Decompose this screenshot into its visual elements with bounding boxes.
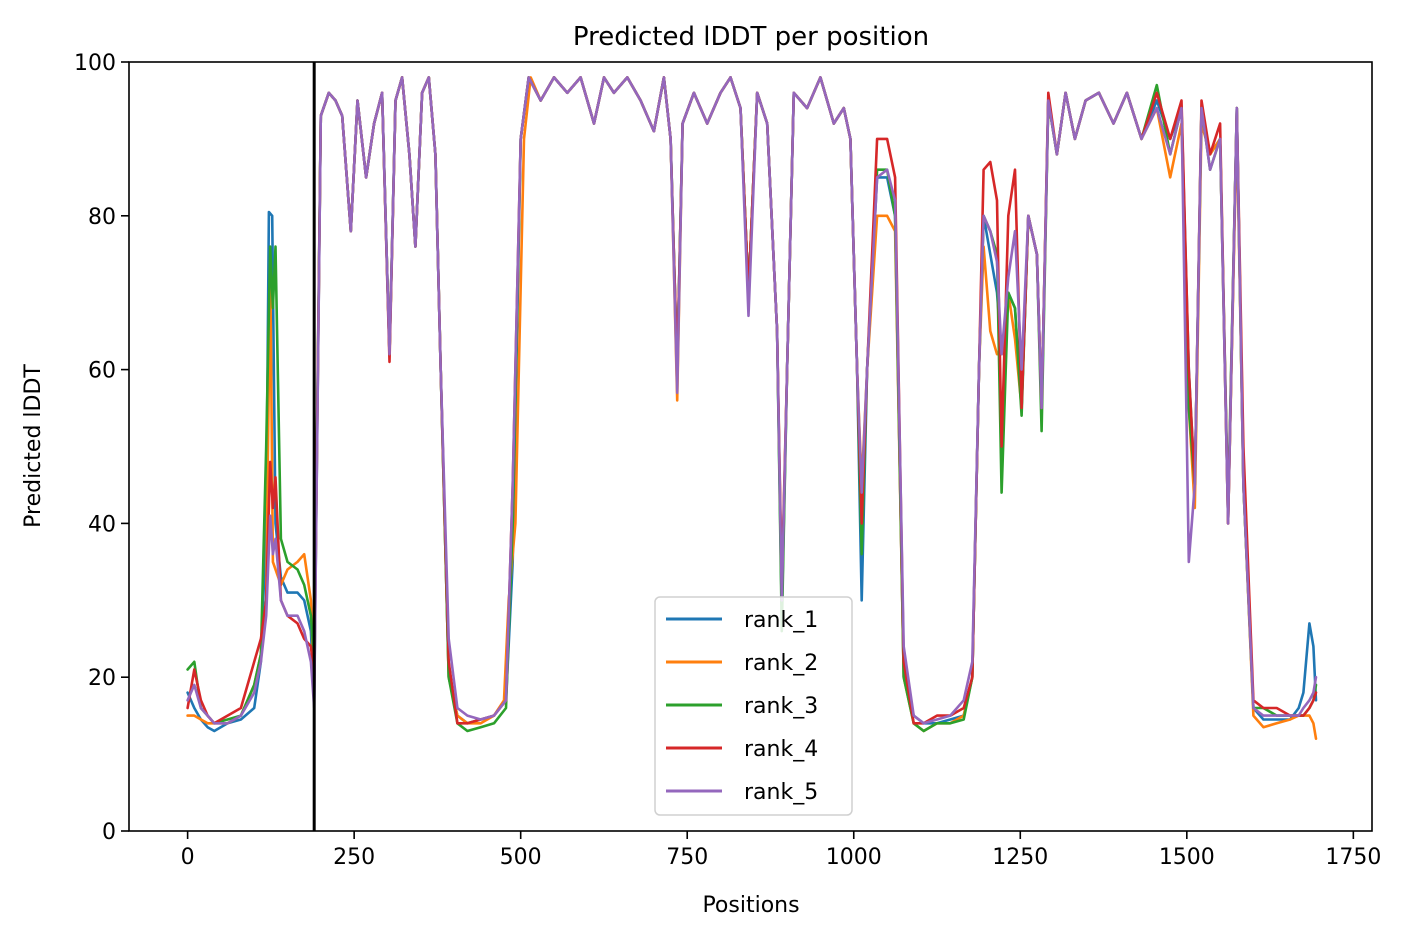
x-axis-label: Positions	[702, 893, 799, 918]
x-tick-label: 1000	[826, 845, 882, 870]
legend-label: rank_1	[744, 608, 818, 633]
y-tick-label: 40	[88, 512, 116, 537]
legend: rank_1 rank_2 rank_3 rank_4 rank_5	[654, 596, 853, 816]
chart-title: Predicted lDDT per position	[573, 22, 929, 52]
y-tick-label: 80	[88, 205, 116, 230]
legend-label: rank_4	[744, 737, 818, 762]
legend-frame	[654, 596, 853, 816]
y-tick-label: 100	[74, 51, 116, 76]
x-tick-label: 250	[333, 845, 375, 870]
y-tick-label: 60	[88, 359, 116, 384]
x-tick-label: 750	[666, 845, 708, 870]
x-tick-label: 500	[500, 845, 542, 870]
x-tick-label: 1750	[1325, 845, 1381, 870]
y-axis-label: Predicted lDDT	[21, 364, 46, 528]
y-tick-label: 20	[88, 666, 116, 691]
x-tick-label: 1250	[992, 845, 1048, 870]
y-tick-label: 0	[102, 820, 116, 845]
y-axis: 0 20 40 60 80 100	[74, 51, 129, 845]
legend-label: rank_5	[744, 780, 818, 805]
x-axis: 0 250 500 750 1000 1250 1500 1750	[181, 831, 1381, 870]
series-line-rank-5	[186, 76, 1318, 725]
series-layer	[186, 76, 1318, 740]
x-tick-label: 1500	[1159, 845, 1215, 870]
plot-frame	[128, 61, 1373, 832]
legend-label: rank_3	[744, 694, 818, 719]
x-tick-label: 0	[181, 845, 195, 870]
legend-label: rank_2	[744, 651, 818, 676]
